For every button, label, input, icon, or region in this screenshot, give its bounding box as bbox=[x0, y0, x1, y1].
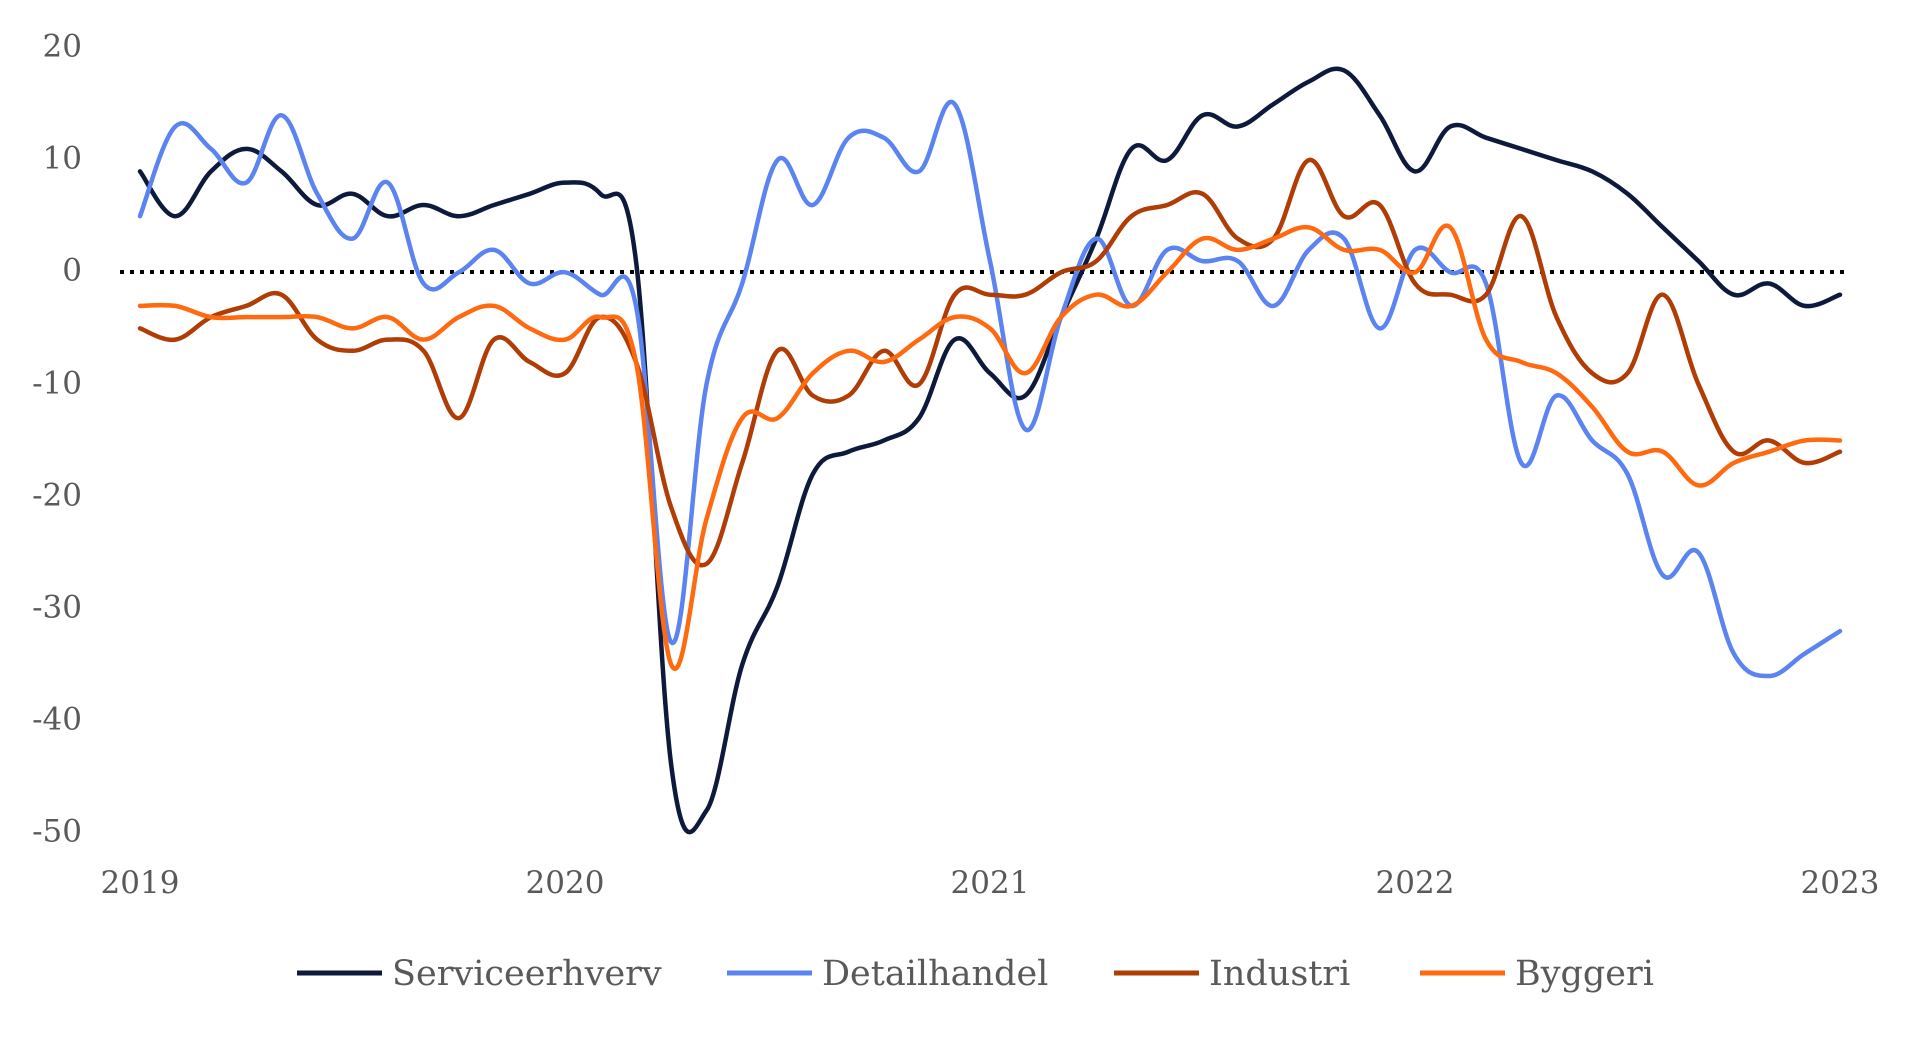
y-tick-label: 10 bbox=[43, 141, 82, 177]
x-tick-label: 2023 bbox=[1801, 865, 1880, 901]
y-tick-label: -30 bbox=[32, 590, 82, 626]
line-chart: 20 10 0 -10 -20 -30 -40 -50 2019 2020 20… bbox=[0, 0, 1920, 1038]
series-lines bbox=[140, 69, 1840, 832]
x-tick-label: 2021 bbox=[951, 865, 1030, 901]
y-tick-label: -20 bbox=[32, 478, 82, 514]
series-line-byggeri bbox=[140, 226, 1840, 669]
legend-label-serviceerhverv: Serviceerhverv bbox=[392, 954, 662, 994]
y-tick-label: -50 bbox=[32, 814, 82, 850]
legend: Serviceerhverv Detailhandel Industri Byg… bbox=[297, 954, 1654, 994]
y-tick-label: 20 bbox=[43, 29, 82, 65]
x-tick-label: 2020 bbox=[526, 865, 605, 901]
y-tick-label: -10 bbox=[32, 366, 82, 402]
legend-label-detailhandel: Detailhandel bbox=[822, 954, 1048, 994]
series-line-industri bbox=[140, 160, 1840, 565]
series-line-serviceerhverv bbox=[140, 69, 1840, 832]
series-line-detailhandel bbox=[140, 102, 1840, 676]
y-tick-label: 0 bbox=[62, 253, 82, 289]
legend-label-byggeri: Byggeri bbox=[1515, 954, 1654, 994]
y-tick-label: -40 bbox=[32, 702, 82, 738]
x-axis-ticks: 2019 2020 2021 2022 2023 bbox=[101, 865, 1880, 901]
y-axis-ticks: 20 10 0 -10 -20 -30 -40 -50 bbox=[32, 29, 82, 850]
legend-label-industri: Industri bbox=[1209, 954, 1350, 994]
x-tick-label: 2022 bbox=[1376, 865, 1455, 901]
x-tick-label: 2019 bbox=[101, 865, 180, 901]
